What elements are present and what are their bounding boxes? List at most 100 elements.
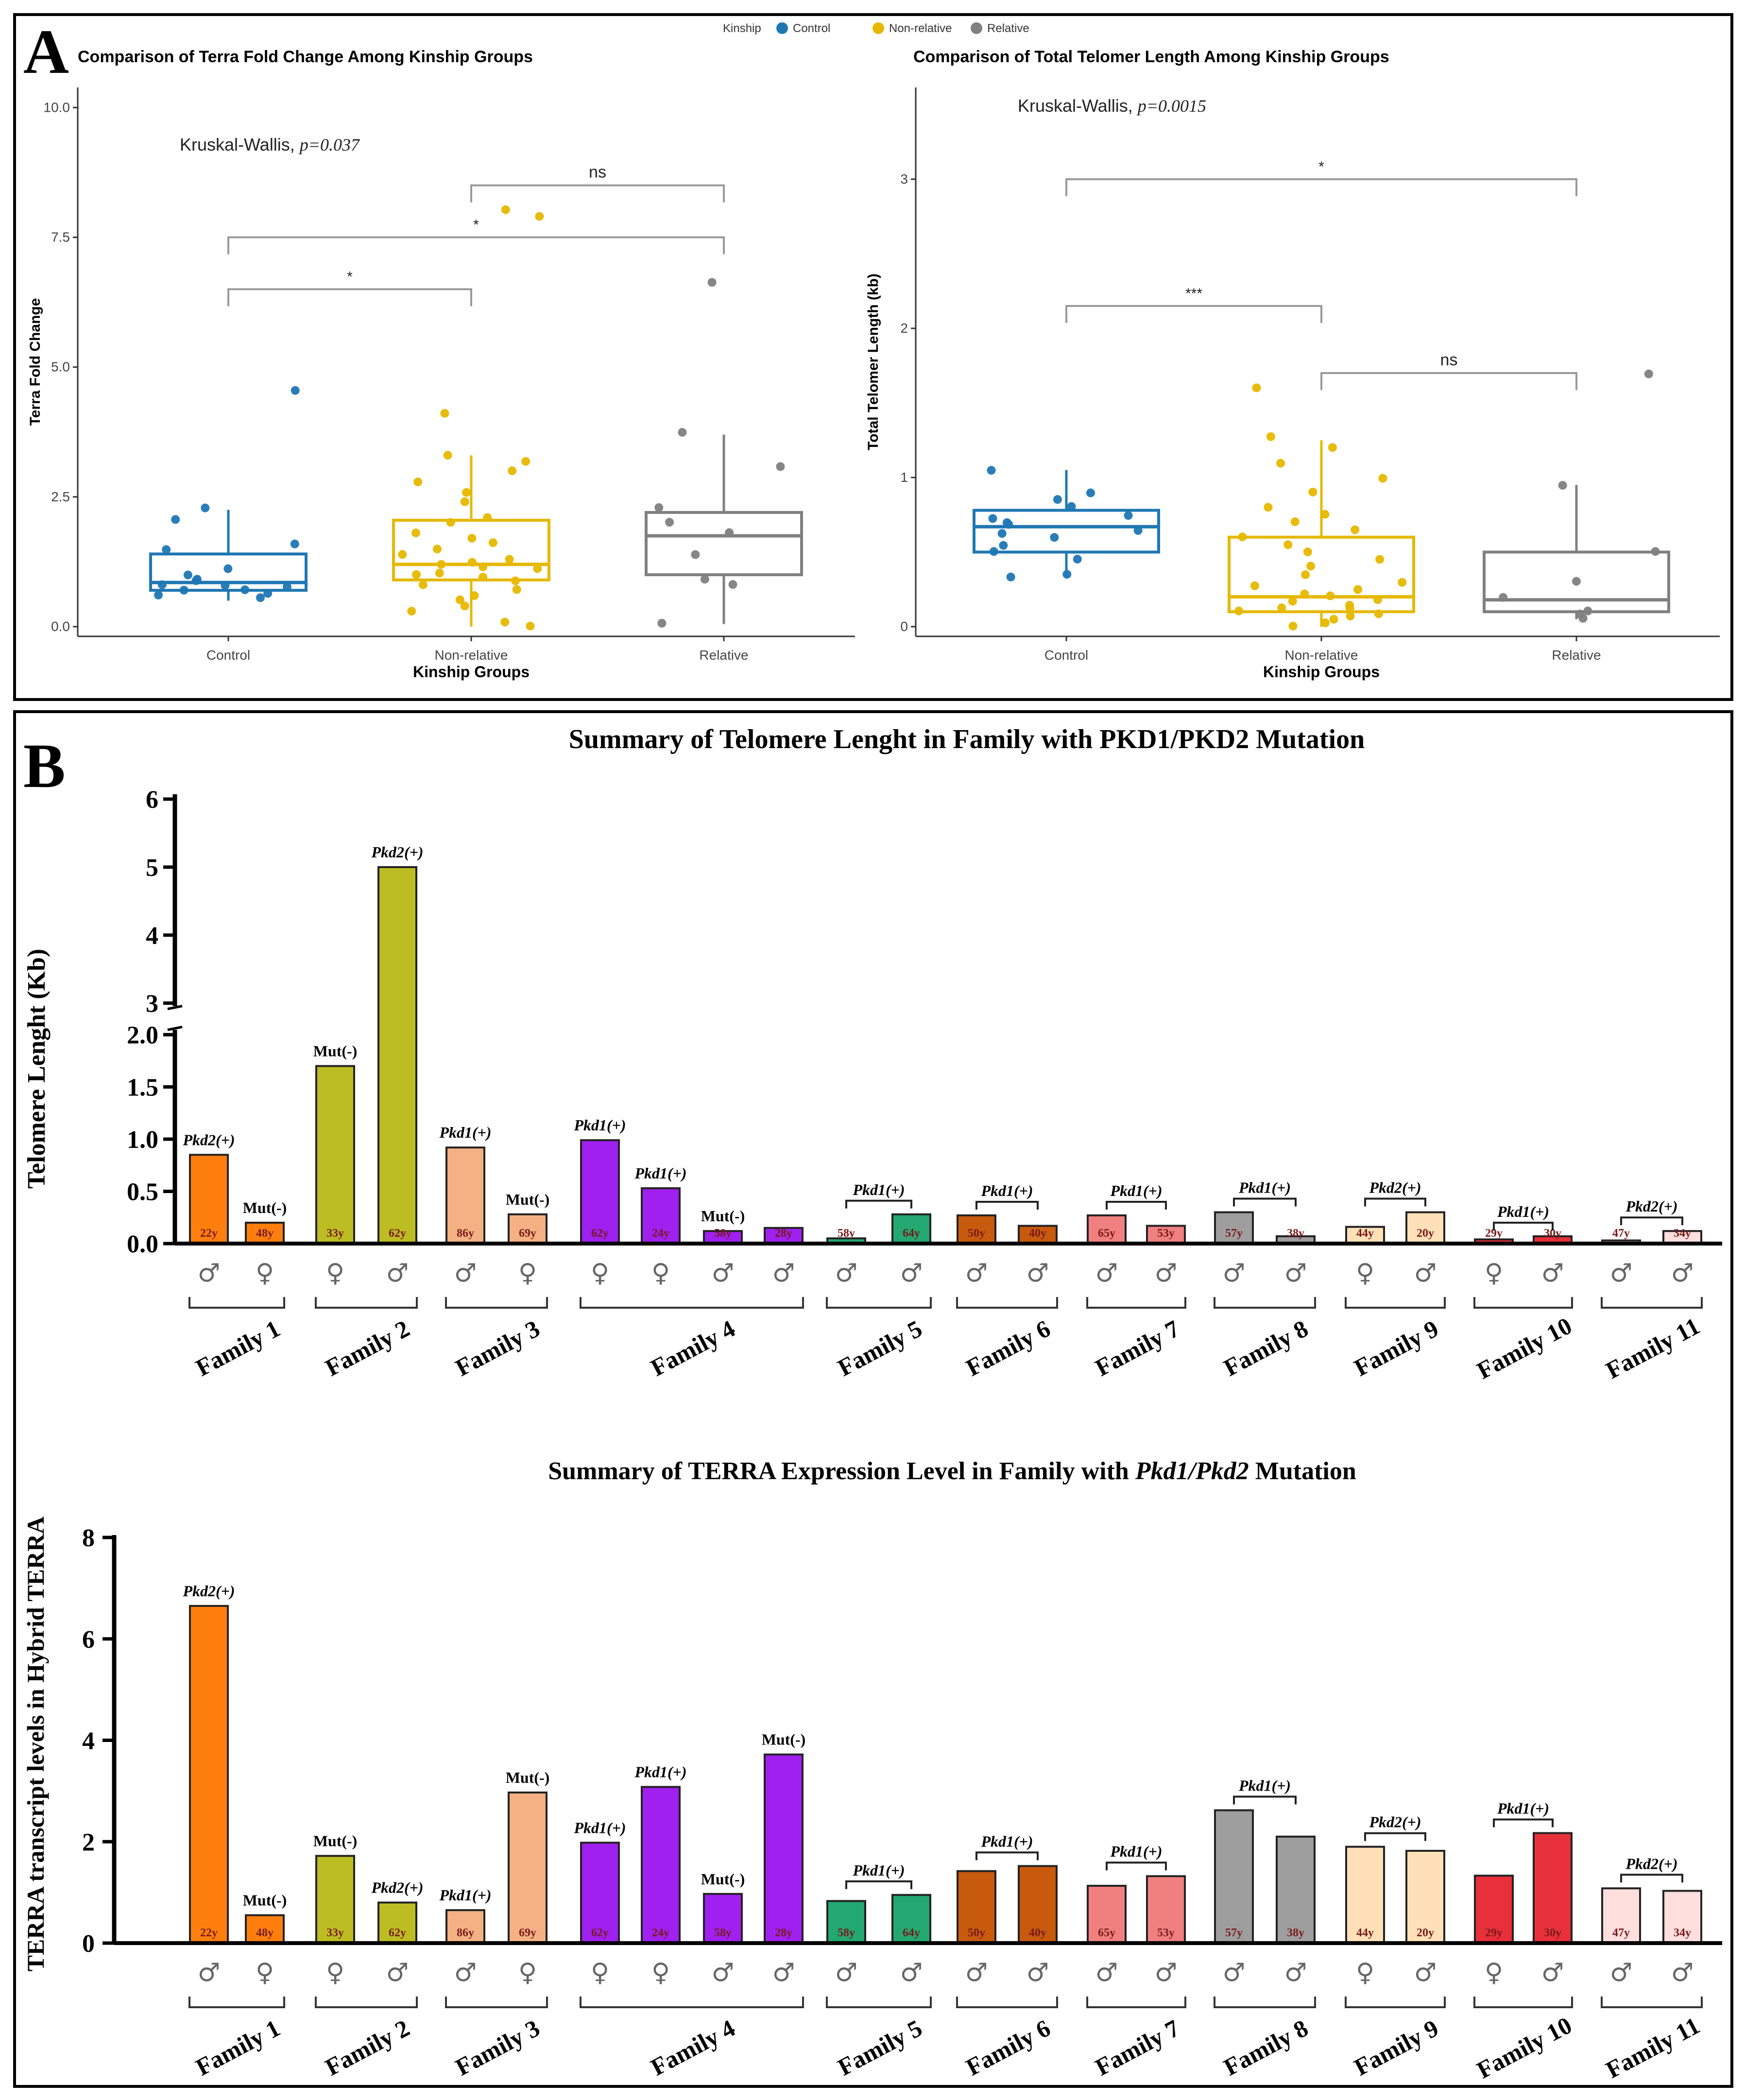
family-bracket: [845, 1880, 912, 1889]
bar-age-label: 48y: [256, 1927, 274, 1939]
data-point: [989, 547, 998, 556]
panel-b-frame: [13, 710, 1733, 2088]
data-point: [162, 545, 171, 554]
family-label: Family 10: [1472, 2011, 1576, 2083]
data-point: [1378, 474, 1387, 483]
bar: [377, 866, 417, 1245]
family-label: Family 9: [1350, 1315, 1443, 1381]
sex-symbol: ♂: [1155, 1259, 1178, 1288]
data-point: [728, 580, 737, 589]
data-point: [179, 585, 188, 595]
family-group-bracket: [315, 1997, 418, 2008]
family-group-bracket: [1473, 1297, 1573, 1309]
family-mutation-label: Pkd2(+): [1625, 1855, 1677, 1872]
data-point: [460, 497, 469, 506]
family-group-bracket: [1601, 1297, 1703, 1309]
x-tick-label: Non-relative: [1285, 648, 1358, 663]
data-point: [488, 538, 497, 547]
bar: [1601, 1887, 1641, 1944]
y-tick-label: 10.0: [44, 100, 70, 115]
sex-symbol: ♂: [835, 1958, 858, 1987]
family-label: Family 1: [191, 2014, 285, 2081]
comparison-bracket: [1065, 178, 1577, 196]
family-mutation-label: Pkd1(+): [1497, 1203, 1549, 1220]
y-tick-label: 2: [82, 1828, 95, 1856]
data-point: [1326, 591, 1335, 600]
family-label: Family 8: [1219, 2014, 1313, 2081]
boxplot-0: Comparison of Terra Fold Change Among Ki…: [27, 48, 855, 681]
family-label: Family 6: [961, 1315, 1055, 1381]
family-label: Family 3: [451, 2014, 544, 2081]
y-tick-label: 4: [146, 922, 158, 950]
significance-label: ***: [1185, 286, 1202, 302]
bar-mutation-label: Pkd1(+): [634, 1763, 686, 1781]
bar-mutation-label: Mut(-): [506, 1191, 550, 1208]
family-bracket: [1233, 1197, 1297, 1207]
x-tick-label: Relative: [699, 648, 748, 663]
bar: [1533, 1832, 1573, 1945]
legend-swatch: [971, 22, 982, 34]
bar-mutation-label: Mut(-): [313, 1042, 358, 1060]
family-mutation-label: Pkd1(+): [852, 1181, 905, 1198]
sex-symbol: ♀: [591, 1259, 609, 1288]
bar: [764, 1753, 804, 1945]
bar-mutation-label: Mut(-): [243, 1892, 287, 1909]
sex-symbol: ♂: [965, 1259, 988, 1288]
box-control: [149, 552, 308, 592]
data-point: [256, 593, 265, 602]
family-mutation-label: Pkd1(+): [1110, 1182, 1162, 1199]
sex-symbol: ♂: [1414, 1259, 1437, 1288]
bar-age-label: 58y: [714, 1927, 732, 1939]
sex-symbol: ♀: [256, 1958, 274, 1987]
data-point: [1288, 621, 1298, 631]
data-point: [1351, 525, 1360, 534]
data-point: [1572, 577, 1581, 586]
sex-symbol: ♂: [1095, 1958, 1118, 1987]
bar-age-label: 22y: [200, 1227, 218, 1240]
bar: [1345, 1845, 1385, 1944]
bar-age-label: 50y: [968, 1227, 985, 1240]
y-tick-label: 3: [900, 171, 908, 187]
bar-age-label: 57y: [1225, 1227, 1243, 1240]
bar: [1214, 1211, 1254, 1245]
sex-symbol: ♂: [1610, 1259, 1633, 1288]
box-non-relative: [392, 518, 550, 581]
bar-age-label: 30y: [1544, 1927, 1561, 1939]
bar-age-label: 40y: [1029, 1227, 1046, 1240]
sex-symbol: ♂: [1414, 1958, 1437, 1987]
family-mutation-label: Pkd1(+): [980, 1832, 1033, 1850]
sex-symbol: ♂: [1223, 1958, 1246, 1987]
data-point: [1276, 459, 1285, 468]
box-relative: [645, 511, 803, 577]
data-point: [412, 570, 421, 579]
kw-p-value: p=0.037: [298, 135, 360, 154]
data-point: [462, 488, 471, 497]
x-tick-label: Control: [206, 648, 250, 663]
y-axis-title: TERRA transcript levels in Hybrid TERRA: [22, 1517, 49, 1972]
bar: [508, 1213, 547, 1245]
legend-swatch: [776, 22, 788, 34]
bar-age-label: 28y: [775, 1927, 792, 1939]
data-point: [505, 555, 514, 564]
bar-mutation-label: Mut(-): [313, 1832, 358, 1849]
data-point: [1644, 369, 1653, 378]
data-point: [521, 457, 530, 466]
bar-mutation-label: Pkd1(+): [439, 1886, 491, 1904]
bar: [189, 1605, 229, 1944]
comparison-bracket: [1065, 305, 1322, 323]
data-point: [479, 573, 488, 582]
bar-age-label: 58y: [838, 1227, 855, 1240]
data-point: [657, 618, 667, 628]
y-axis-title: Terra Fold Change: [27, 298, 43, 426]
data-point: [987, 466, 996, 475]
plot-title: Summary of Telomere Lenght in Family wit…: [569, 724, 1365, 754]
box-control: [973, 509, 1160, 554]
legend: Kinship Control Non-relative Relative: [723, 22, 1029, 35]
data-point: [1328, 443, 1337, 452]
data-point: [512, 585, 521, 594]
data-point: [1558, 481, 1567, 490]
sex-symbol: ♂: [1026, 1958, 1049, 1987]
bar-age-label: 22y: [200, 1927, 218, 1939]
family-label: Family 1: [191, 1315, 285, 1381]
title-part-italic: Pkd1/Pkd2: [1135, 1457, 1249, 1485]
